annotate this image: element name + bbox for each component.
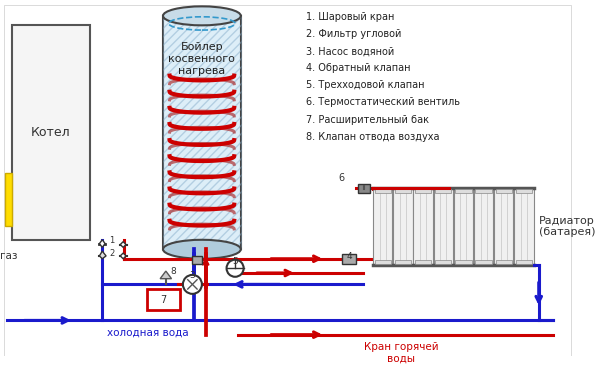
- Bar: [147, 289, 180, 310]
- Polygon shape: [120, 253, 126, 259]
- Text: 7. Расширительный бак: 7. Расширительный бак: [306, 115, 429, 125]
- Bar: [373, 188, 392, 265]
- Text: 2: 2: [109, 249, 114, 257]
- Text: Котел: Котел: [31, 126, 71, 139]
- Text: 8: 8: [170, 267, 176, 276]
- Bar: [475, 260, 492, 265]
- Ellipse shape: [163, 240, 241, 259]
- Text: 4. Обратный клапан: 4. Обратный клапан: [306, 63, 411, 73]
- Bar: [516, 260, 532, 265]
- Text: Бойлер
косвенного
нагрева: Бойлер косвенного нагрева: [169, 42, 235, 76]
- Text: 2. Фильтр угловой: 2. Фильтр угловой: [306, 29, 401, 39]
- Bar: [496, 188, 512, 193]
- Text: 3: 3: [190, 271, 195, 280]
- Text: 5: 5: [232, 257, 238, 266]
- Text: 4: 4: [346, 252, 352, 261]
- Bar: [5, 173, 12, 226]
- Polygon shape: [100, 240, 105, 247]
- Bar: [163, 16, 241, 249]
- Text: 6: 6: [338, 173, 344, 183]
- Polygon shape: [100, 251, 106, 259]
- Bar: [435, 260, 451, 265]
- Bar: [494, 188, 514, 265]
- Polygon shape: [160, 271, 172, 279]
- Text: холодная вода: холодная вода: [107, 328, 188, 338]
- Bar: [395, 260, 411, 265]
- Bar: [415, 188, 431, 193]
- Bar: [415, 260, 431, 265]
- Text: 7: 7: [160, 295, 166, 305]
- Bar: [434, 188, 453, 265]
- Circle shape: [183, 275, 202, 294]
- Bar: [475, 188, 492, 193]
- Polygon shape: [120, 242, 126, 247]
- Text: 5. Трехходовой клапан: 5. Трехходовой клапан: [306, 81, 425, 91]
- Bar: [455, 188, 472, 193]
- Bar: [516, 188, 532, 193]
- Bar: [394, 188, 413, 265]
- Text: Радиатор
(батарея): Радиатор (батарея): [539, 216, 595, 237]
- Bar: [454, 188, 473, 265]
- Bar: [455, 260, 472, 265]
- Text: Кран горячей
воды: Кран горячей воды: [364, 342, 439, 364]
- Text: 3. Насос водяной: 3. Насос водяной: [306, 46, 395, 56]
- Bar: [163, 16, 241, 249]
- Text: газ: газ: [0, 251, 17, 261]
- Bar: [413, 188, 433, 265]
- Bar: [12, 25, 90, 240]
- Bar: [514, 188, 533, 265]
- Bar: [374, 260, 391, 265]
- Text: 1: 1: [109, 236, 114, 245]
- Bar: [374, 188, 391, 193]
- Bar: [193, 256, 202, 263]
- Circle shape: [227, 260, 244, 277]
- Text: 6. Термостатический вентиль: 6. Термостатический вентиль: [306, 98, 460, 108]
- Bar: [435, 188, 451, 193]
- Ellipse shape: [163, 6, 241, 25]
- Bar: [395, 188, 411, 193]
- Bar: [358, 184, 370, 193]
- Text: 1. Шаровый кран: 1. Шаровый кран: [306, 12, 395, 22]
- Bar: [343, 254, 356, 263]
- Text: 8. Клапан отвода воздуха: 8. Клапан отвода воздуха: [306, 132, 440, 142]
- Bar: [474, 188, 493, 265]
- Bar: [496, 260, 512, 265]
